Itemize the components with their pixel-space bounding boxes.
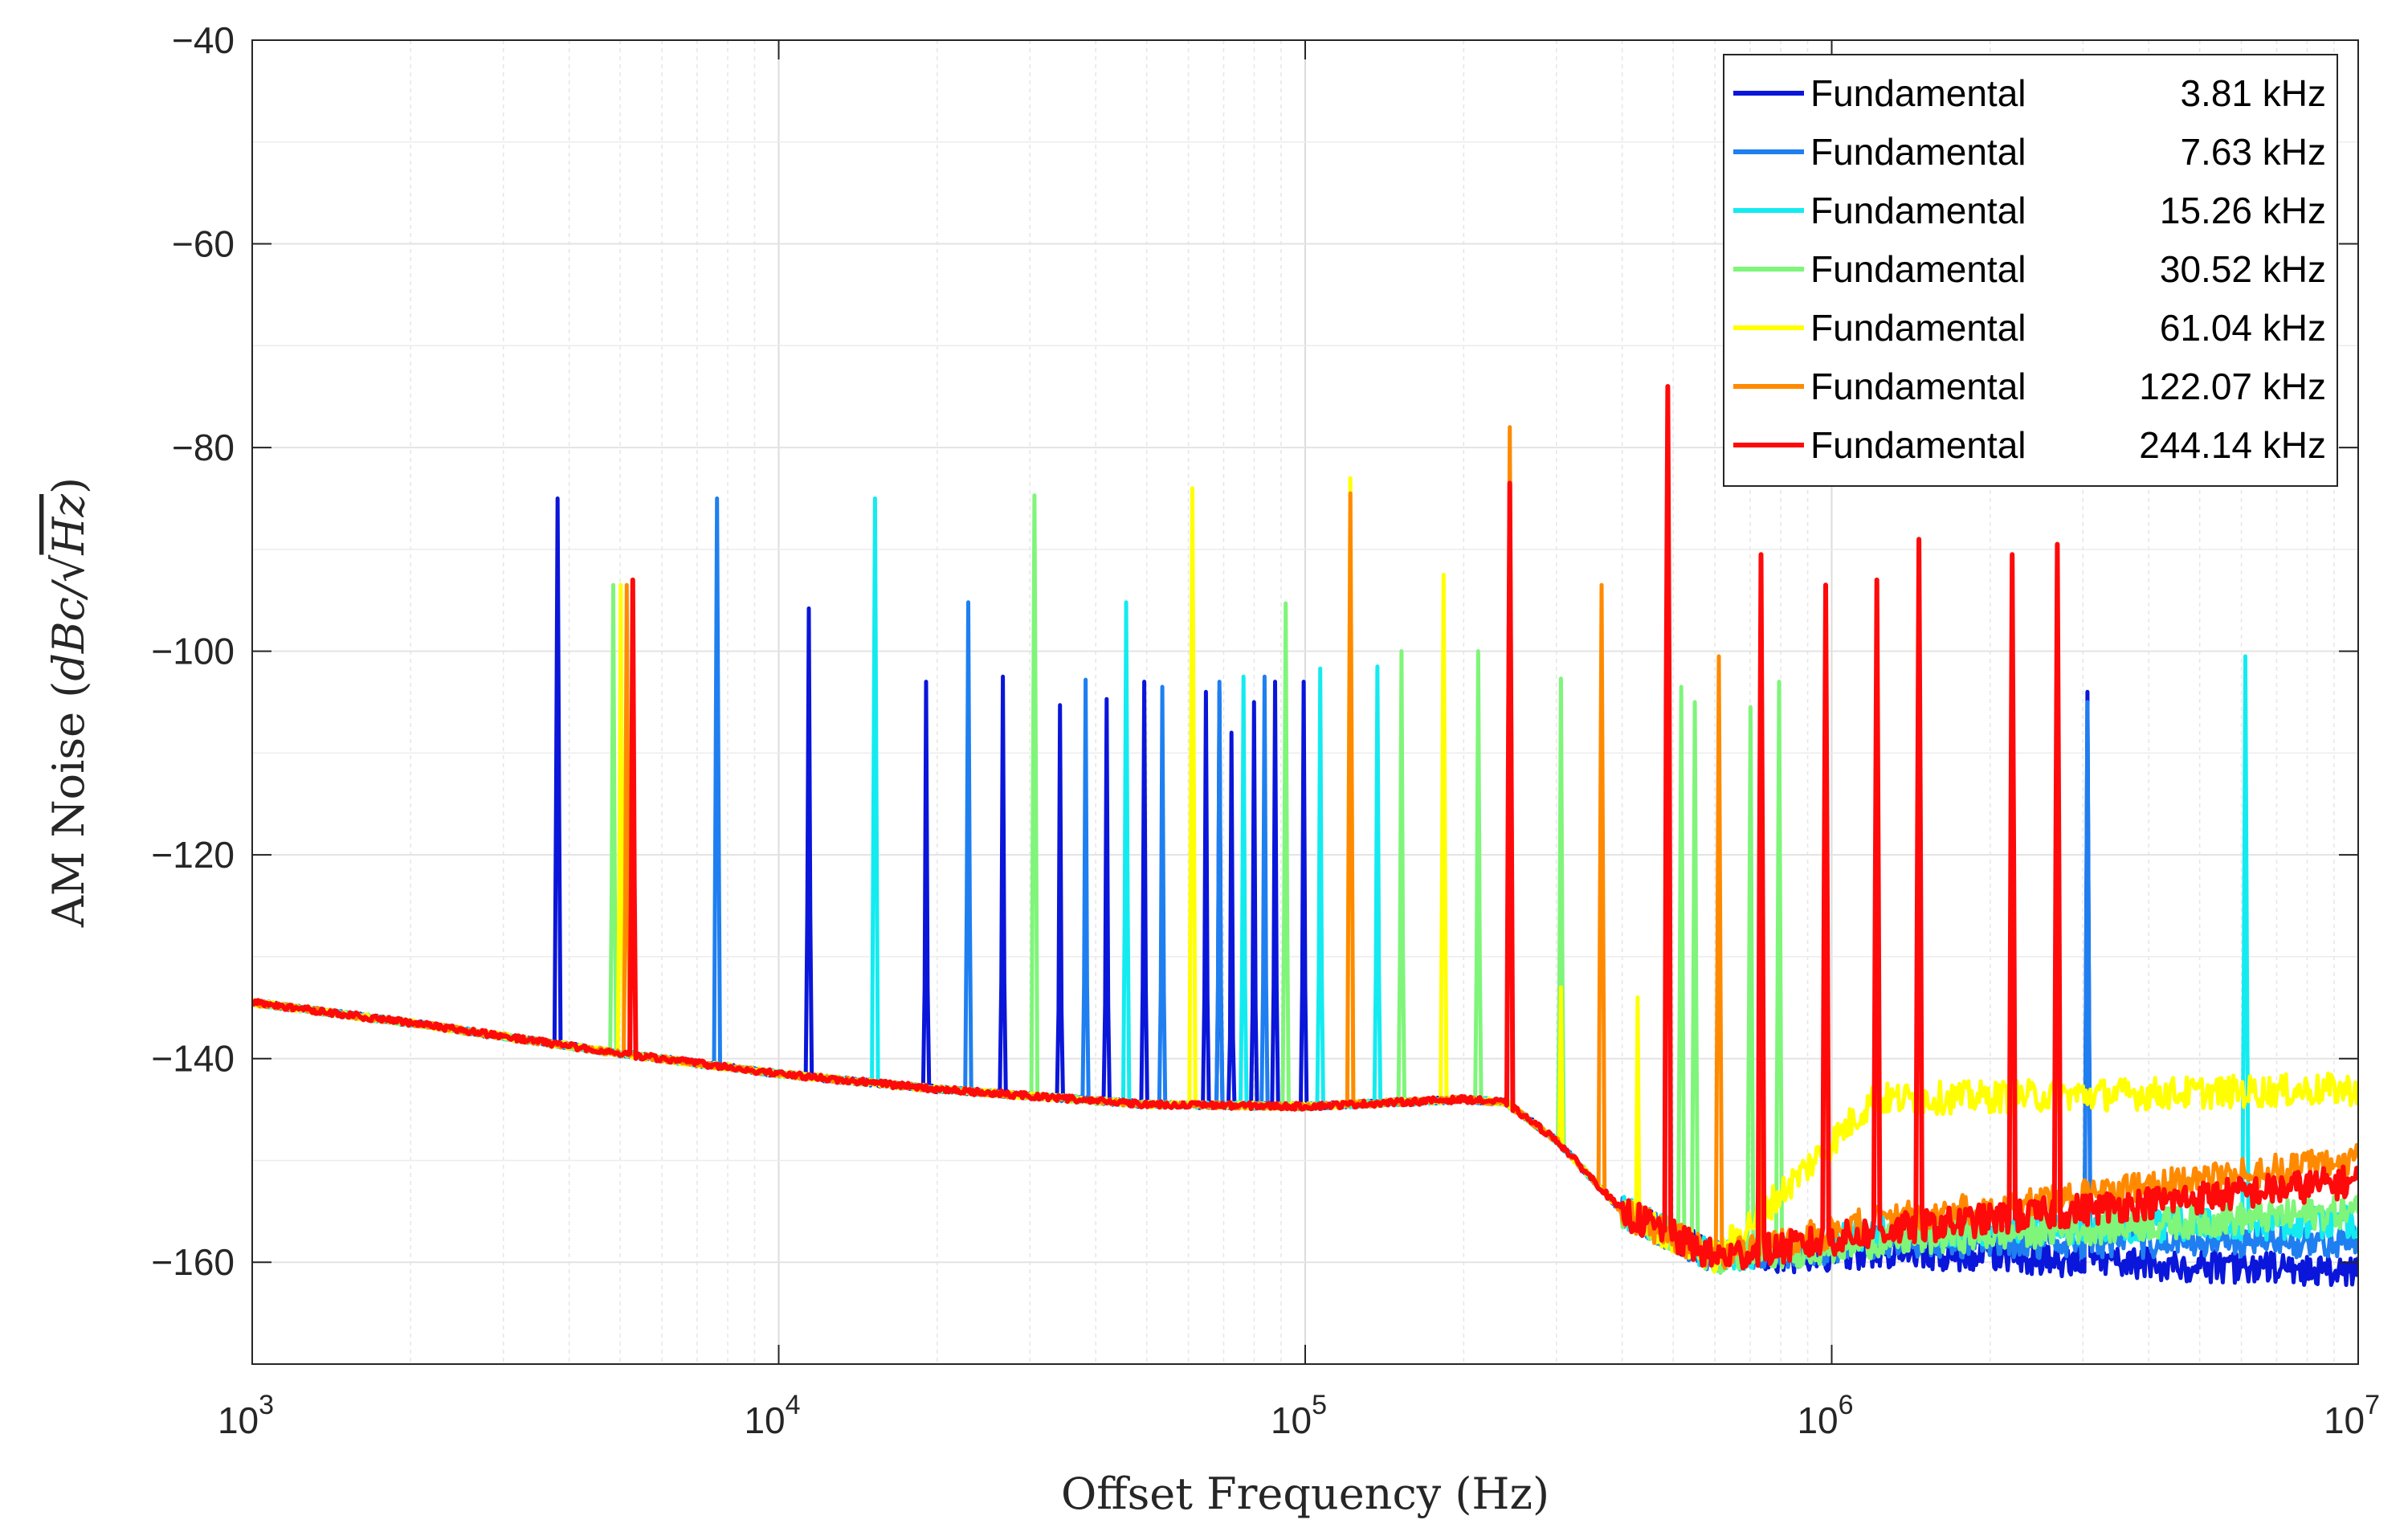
x-axis-title: Offset Frequency (Hz) <box>1061 1469 1549 1519</box>
y-tick-label: −40 <box>172 19 235 61</box>
legend-frequency: 30.52 kHz <box>2160 248 2326 290</box>
legend-label: Fundamental <box>1810 424 2026 466</box>
x-tick-label: 106 <box>1797 1390 1853 1441</box>
legend-label: Fundamental <box>1810 366 2026 407</box>
legend-label: Fundamental <box>1810 307 2026 349</box>
sqrt-symbol: √ <box>43 554 94 582</box>
y-axis-title-suffix: ) <box>43 477 94 494</box>
y-tick-label: −120 <box>151 834 235 876</box>
y-tick-label: −80 <box>172 427 235 468</box>
legend-frequency: 244.14 kHz <box>2139 424 2326 466</box>
x-tick-label: 107 <box>2324 1390 2380 1441</box>
legend-frequency: 61.04 kHz <box>2160 307 2326 349</box>
y-tick-labels: −40 −60 −80 −100 −120 −140 −160 <box>151 19 235 1283</box>
y-tick-label: −60 <box>172 223 235 265</box>
y-tick-label: −100 <box>151 631 235 672</box>
y-axis-title-radicand: Hz <box>43 493 94 555</box>
legend-frequency: 3.81 kHz <box>2180 72 2326 114</box>
series-line <box>252 384 2358 1271</box>
legend-label: Fundamental <box>1810 72 2026 114</box>
x-tick-label: 104 <box>744 1390 800 1441</box>
legend: Fundamental 3.81 kHz Fundamental 7.63 kHz Fu… <box>1723 54 2338 487</box>
y-axis-title-prefix: AM Noise ( <box>43 681 94 928</box>
y-axis-title-math: dBc/ <box>43 578 94 680</box>
x-tick-labels: 103 104 105 106 107 <box>218 1390 2380 1441</box>
y-axis-title: AM Noise (dBc/√Hz) <box>43 477 94 928</box>
legend-frequency: 122.07 kHz <box>2139 366 2326 407</box>
legend-frequency: 15.26 kHz <box>2160 190 2326 231</box>
svg-text:AM Noise (dBc/√Hz): AM Noise (dBc/√Hz) <box>43 477 94 928</box>
series-lines <box>252 384 2358 1287</box>
y-tick-label: −160 <box>151 1241 235 1283</box>
x-tick-label: 103 <box>218 1390 274 1441</box>
y-tick-label: −140 <box>151 1038 235 1080</box>
legend-label: Fundamental <box>1810 190 2026 231</box>
x-tick-label: 105 <box>1271 1390 1327 1441</box>
axis-ticks <box>251 39 2359 1364</box>
legend-frequency: 7.63 kHz <box>2180 131 2326 173</box>
legend-label: Fundamental <box>1810 131 2026 173</box>
legend-label: Fundamental <box>1810 248 2026 290</box>
legend-box <box>1723 54 2338 487</box>
